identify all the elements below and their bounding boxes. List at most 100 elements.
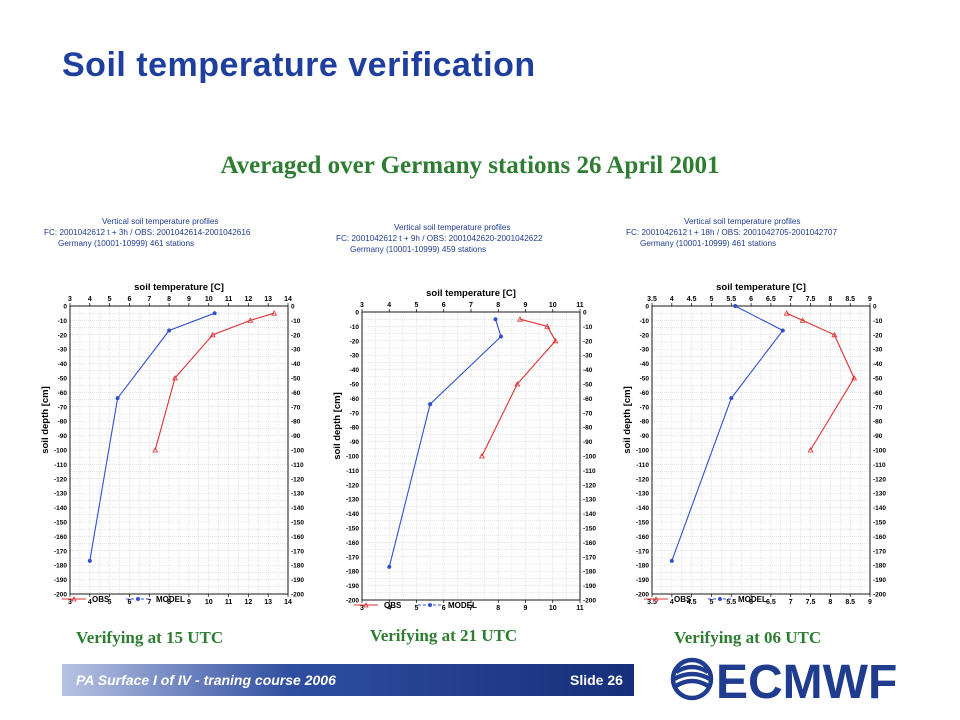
y-tick-label-right: -10 [873,318,883,325]
series-line-obs [481,318,557,457]
series-line-model [89,312,215,561]
obs-point [851,374,858,381]
y-tick-label-right: -70 [291,404,301,411]
x-tick-label-bottom: 5 [108,599,112,604]
profile-chart-1: Vertical soil temperature profiles FC: 20… [332,223,596,612]
y-tick-label-left: -60 [350,396,360,403]
y-tick-label-left: -140 [54,505,67,512]
model-point [729,396,734,401]
x-tick-label-bottom: 8.5 [845,599,855,604]
x-tick-label-top: 12 [244,296,252,303]
model-point [733,304,738,308]
y-tick-label-left: -170 [346,554,359,561]
obs-point [517,316,524,322]
ecmwf-logo-graphic: ECMWF [670,656,897,709]
y-tick-label-right: -150 [873,520,886,527]
y-tick-label-left: -160 [346,540,359,547]
x-tick-label-bottom: 7 [147,599,151,604]
y-tick-label-right: -110 [291,462,304,469]
y-tick-label-right: -20 [291,332,301,339]
x-tick-label-bottom: 14 [284,599,292,604]
y-tick-label-left: -30 [350,353,360,360]
x-tick-label-top: 10 [205,296,213,303]
x-tick-label-bottom: 10 [205,599,213,604]
obs-point [514,380,521,387]
x-axis-label: soil temperature [C] [716,282,806,293]
obs-point [807,446,814,453]
y-tick-label-left: -190 [54,577,67,584]
y-tick-label-right: -100 [291,448,304,455]
y-tick-label-right: -30 [291,347,301,354]
x-tick-label-bottom: 4 [387,605,391,610]
y-tick-label-right: -30 [583,353,593,360]
model-point [669,558,674,563]
y-tick-label-right: -90 [873,433,883,440]
y-tick-label-left: -80 [640,419,650,426]
y-tick-label-right: -70 [873,404,883,411]
y-tick-label-left: -50 [58,376,68,383]
obs-point [152,446,159,453]
y-tick-label-right: -60 [583,396,593,403]
y-tick-label-left: -20 [640,332,650,339]
y-tick-label-right: -110 [583,468,596,475]
y-tick-label-left: -80 [350,425,360,432]
x-tick-label-top: 3.5 [647,296,657,303]
profile-chart-0: Vertical soil temperature profiles FC: 20… [40,217,304,606]
y-tick-label-right: -30 [873,347,883,354]
y-tick-label-right: -160 [583,540,596,547]
legend-obs-label: OBS [674,595,692,604]
y-tick-label-right: -80 [873,419,883,426]
x-tick-label-top: 8 [828,296,832,303]
x-tick-label-top: 8 [496,302,500,309]
y-tick-label-left: -90 [350,439,360,446]
y-tick-label-left: -60 [640,390,650,397]
y-tick-label-left: -30 [58,347,68,354]
model-point [212,311,217,316]
y-tick-label-left: -200 [54,592,67,599]
footer-slide-number: Slide 26 [570,672,623,688]
x-tick-label-top: 8 [167,296,171,303]
y-tick-label-left: -130 [346,497,359,504]
chart-header-line: Germany (10001-10999) 461 stations [640,239,776,248]
y-tick-label-right: -160 [291,534,304,541]
x-tick-label-top: 4 [387,302,391,309]
y-tick-label-left: -50 [640,376,650,383]
chart-panel-06utc: Vertical soil temperature profiles FC: 20… [622,212,902,609]
model-point [167,328,172,333]
y-tick-label-left: -150 [346,526,359,533]
y-tick-label-left: -40 [640,361,650,368]
y-tick-label-left: -10 [640,318,650,325]
x-tick-label-bottom: 7.5 [806,599,816,604]
y-tick-label-left: -10 [350,324,360,331]
y-tick-label-left: -110 [346,468,359,475]
y-axis-label: soil depth [cm] [332,392,343,460]
y-tick-label-right: -90 [291,433,301,440]
x-tick-label-bottom: 3.5 [647,599,657,604]
legend-obs-label: OBS [92,595,110,604]
y-tick-label-left: -190 [346,583,359,590]
chart-header-line: Germany (10001-10999) 459 stations [350,245,486,254]
y-tick-label-right: -140 [583,511,596,518]
x-tick-label-bottom: 5 [415,605,419,610]
y-tick-label-right: -120 [583,482,596,489]
y-tick-label-left: -180 [346,569,359,576]
y-tick-label-left: -110 [54,462,67,469]
y-tick-label-left: -170 [636,548,649,555]
x-tick-label-bottom: 8 [828,599,832,604]
x-tick-label-bottom: 6 [749,599,753,604]
x-tick-label-bottom: 9 [524,605,528,610]
y-tick-label-left: -90 [58,433,68,440]
y-tick-label-right: -60 [873,390,883,397]
y-tick-label-right: -60 [291,390,301,397]
x-tick-label-bottom: 7 [469,605,473,610]
legend-model-marker [136,597,140,601]
y-tick-label-right: -130 [583,497,596,504]
x-tick-label-top: 6 [128,296,132,303]
y-tick-label-left: -190 [636,577,649,584]
x-tick-label-bottom: 9 [187,599,191,604]
x-tick-label-top: 4.5 [687,296,697,303]
y-tick-label-left: -140 [636,505,649,512]
x-tick-label-top: 5 [415,302,419,309]
y-tick-label-right: -110 [873,462,886,469]
legend-model-label: MODEL [448,601,477,610]
